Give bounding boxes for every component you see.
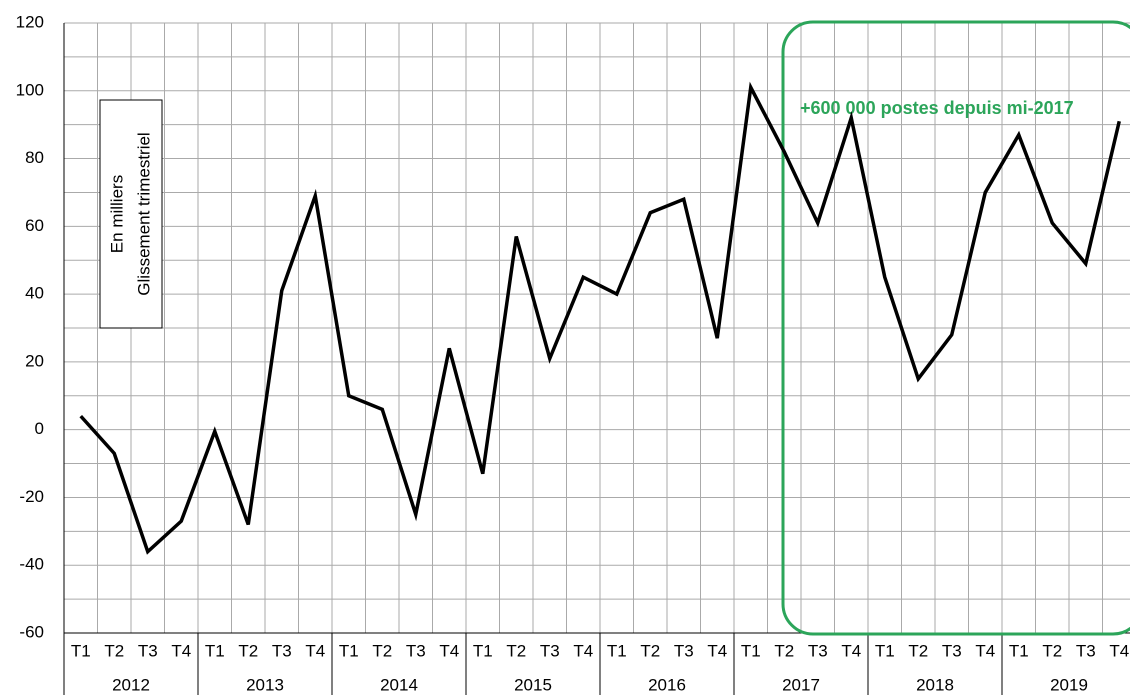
x-group-label: 2012	[112, 675, 150, 694]
x-tick-label: T2	[640, 641, 660, 660]
x-tick-label: T3	[1076, 641, 1096, 660]
y-tick-label: 60	[25, 216, 44, 235]
y-tick-label: -40	[19, 555, 44, 574]
x-group-label: 2013	[246, 675, 284, 694]
x-tick-label: T4	[975, 641, 995, 660]
x-tick-label: T4	[305, 641, 325, 660]
annotation: En milliers	[107, 175, 126, 253]
annotation: +600 000 postes depuis mi-2017	[800, 98, 1074, 118]
x-group-label: 2015	[514, 675, 552, 694]
x-tick-label: T3	[942, 641, 962, 660]
y-tick-label: 40	[25, 284, 44, 303]
x-group-label: 2019	[1050, 675, 1088, 694]
x-tick-label: T4	[439, 641, 459, 660]
x-tick-label: T1	[1009, 641, 1029, 660]
x-group-label: 2014	[380, 675, 418, 694]
x-tick-label: T2	[774, 641, 794, 660]
x-tick-label: T2	[506, 641, 526, 660]
y-tick-label: 100	[16, 80, 44, 99]
y-tick-label: 0	[35, 419, 44, 438]
x-tick-label: T3	[138, 641, 158, 660]
x-group-label: 2017	[782, 675, 820, 694]
x-tick-label: T1	[875, 641, 895, 660]
annotation: Glissement trimestriel	[134, 132, 153, 295]
x-tick-label: T1	[339, 641, 359, 660]
x-tick-label: T1	[71, 641, 91, 660]
x-tick-label: T2	[908, 641, 928, 660]
x-tick-label: T3	[808, 641, 828, 660]
y-tick-label: 80	[25, 148, 44, 167]
x-tick-label: T3	[674, 641, 694, 660]
x-tick-label: T2	[1042, 641, 1062, 660]
x-tick-label: T3	[540, 641, 560, 660]
x-tick-label: T1	[607, 641, 627, 660]
x-tick-label: T4	[573, 641, 593, 660]
y-tick-label: -20	[19, 487, 44, 506]
x-tick-label: T2	[372, 641, 392, 660]
unit-box-frame	[99, 99, 163, 329]
y-tick-label: -60	[19, 622, 44, 641]
x-tick-label: T4	[841, 641, 861, 660]
x-tick-label: T2	[104, 641, 124, 660]
x-tick-label: T4	[1109, 641, 1129, 660]
y-tick-label: 120	[16, 12, 44, 31]
unit-box	[99, 99, 163, 329]
x-tick-label: T1	[473, 641, 493, 660]
x-tick-label: T2	[238, 641, 258, 660]
y-tick-label: 20	[25, 351, 44, 370]
grid	[63, 22, 1130, 634]
x-group-label: 2016	[648, 675, 686, 694]
x-group-label: 2018	[916, 675, 954, 694]
x-tick-label: T3	[272, 641, 292, 660]
data-line	[79, 81, 1121, 555]
x-tick-label: T4	[707, 641, 727, 660]
highlight-box	[781, 20, 1130, 636]
x-tick-label: T3	[406, 641, 426, 660]
x-tick-label: T1	[741, 641, 761, 660]
x-tick-label: T1	[205, 641, 225, 660]
x-tick-label: T4	[171, 641, 191, 660]
